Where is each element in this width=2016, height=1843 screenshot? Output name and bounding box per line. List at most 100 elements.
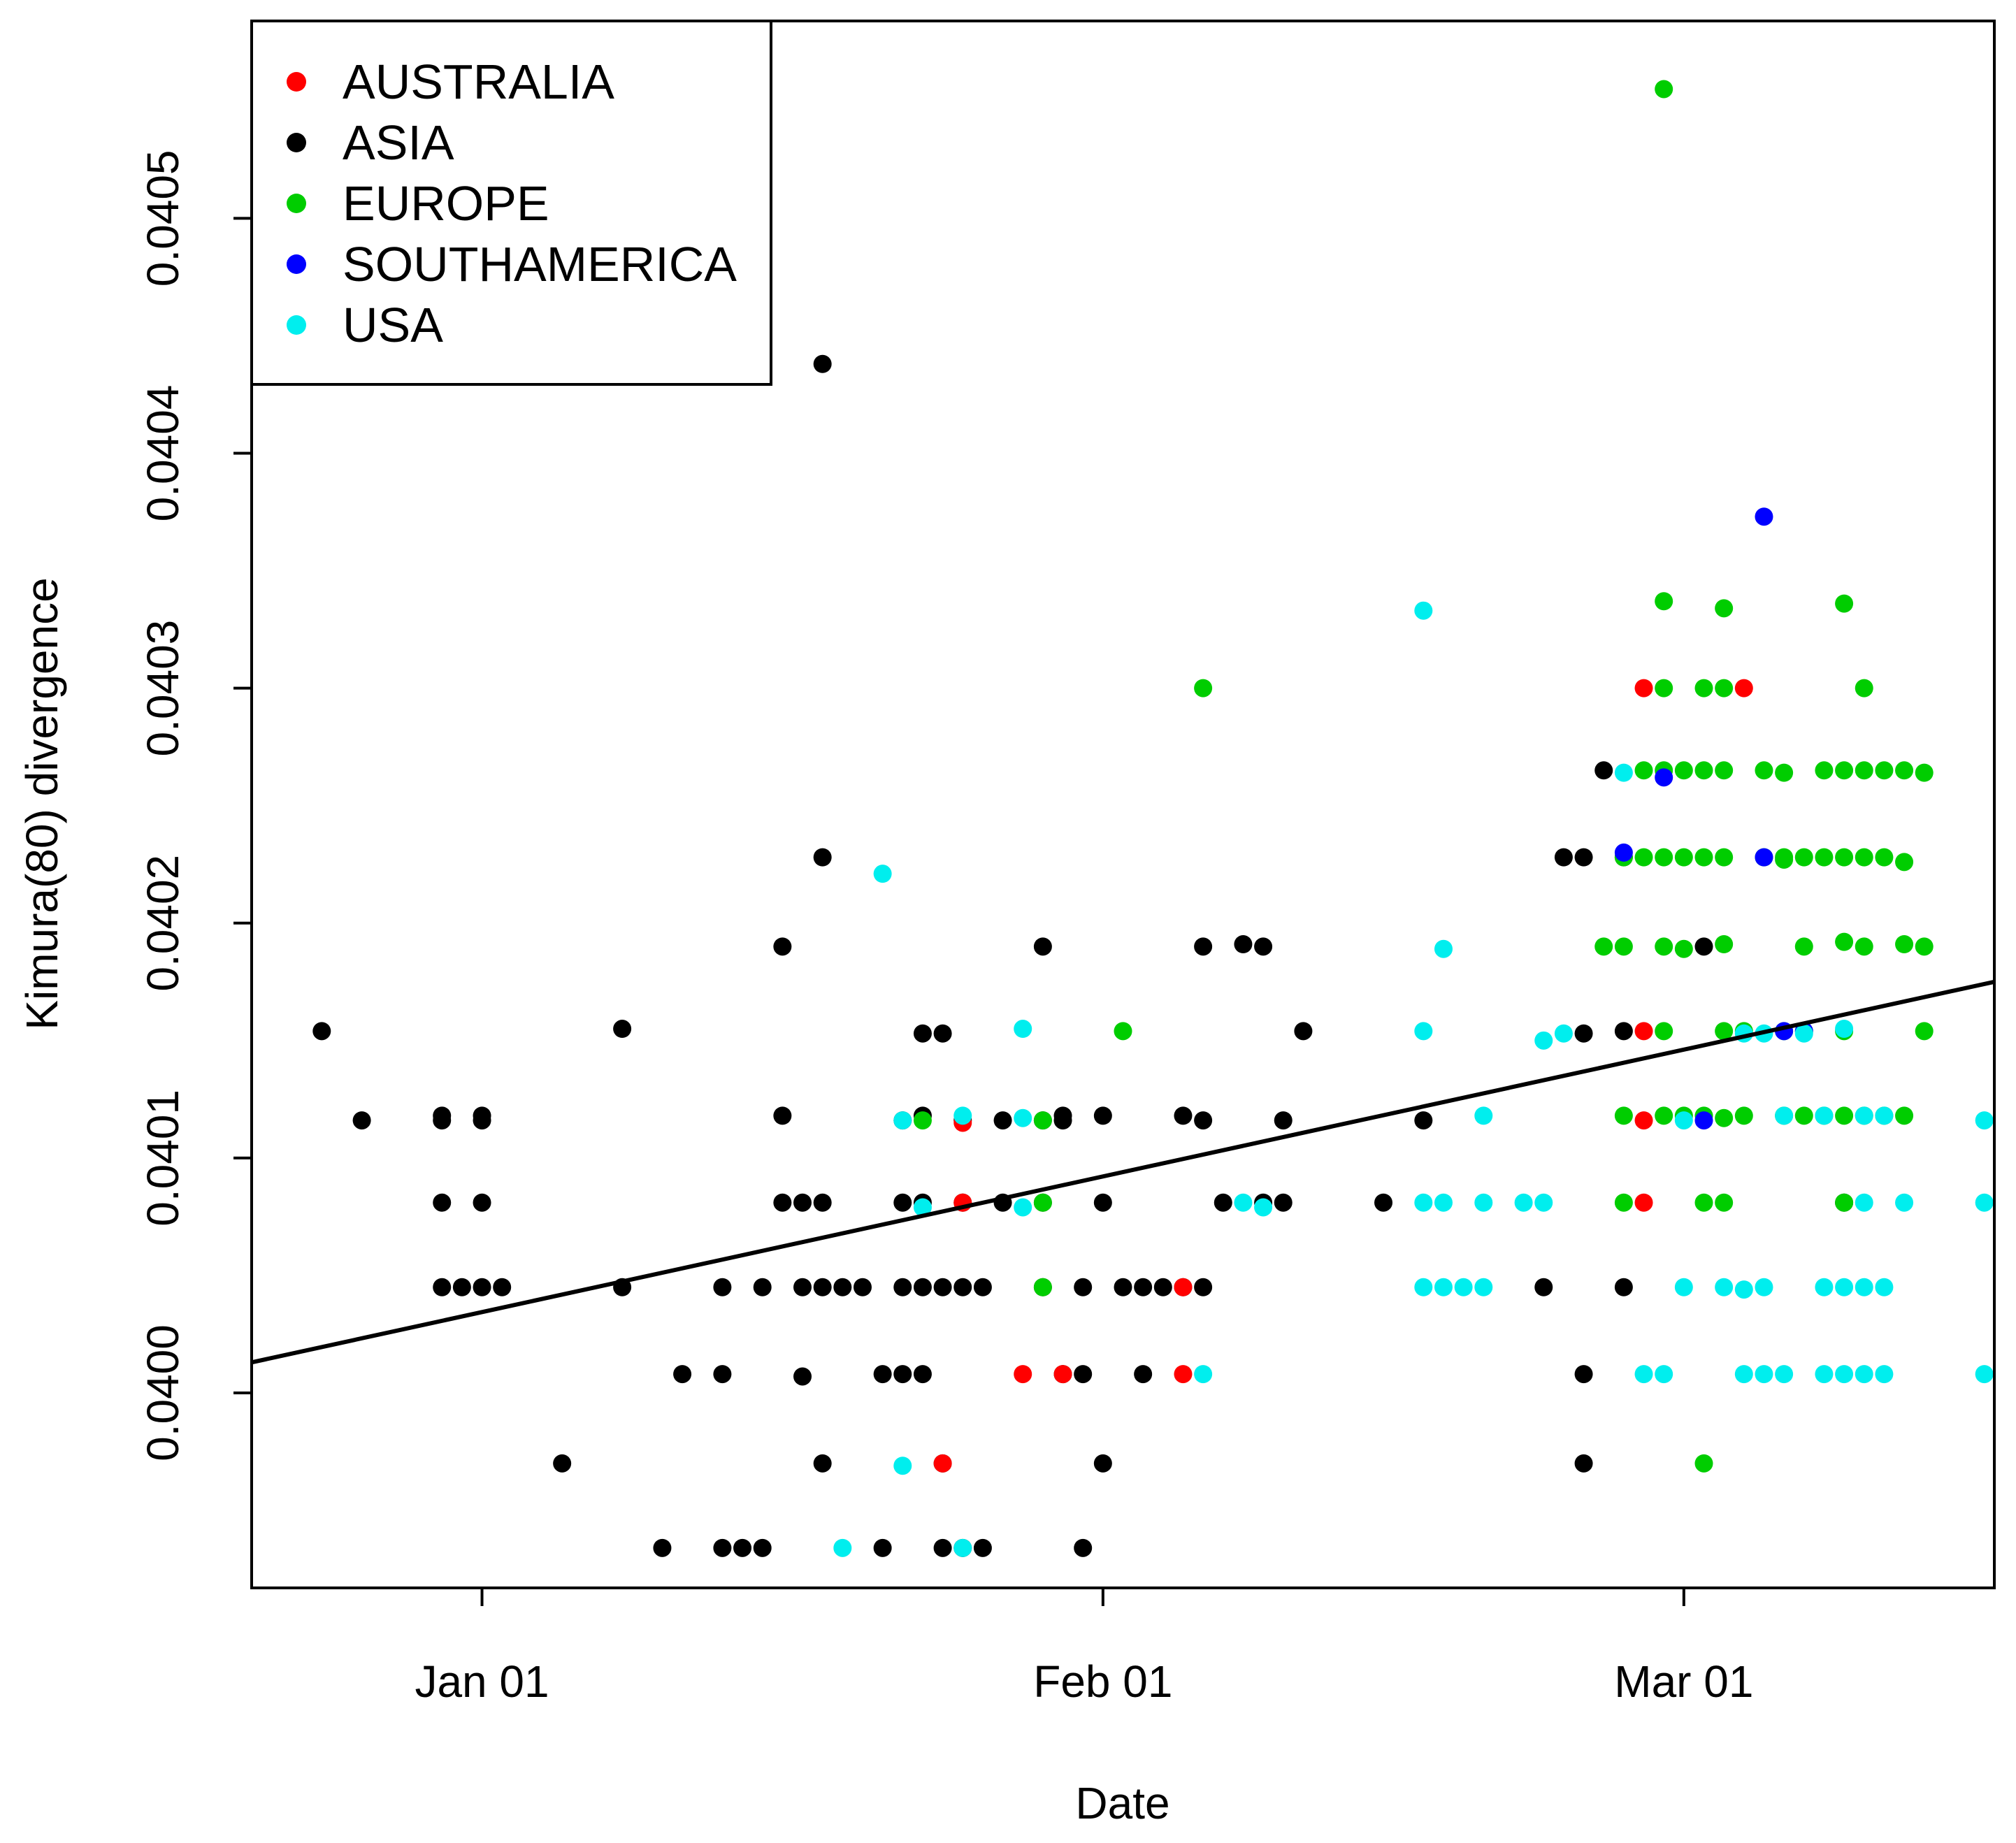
data-point [1794, 1106, 1813, 1125]
legend-box [250, 20, 772, 386]
data-point [1454, 1278, 1473, 1296]
data-point [1835, 932, 1854, 951]
data-point [1734, 1106, 1753, 1125]
data-point [1534, 1278, 1553, 1296]
data-point [1895, 934, 1914, 953]
legend-label: SOUTHAMERICA [343, 237, 737, 291]
data-point [1074, 1538, 1093, 1557]
data-point [1114, 1278, 1132, 1296]
data-point [1074, 1365, 1093, 1384]
data-point [1194, 679, 1213, 698]
data-point [1655, 1106, 1673, 1125]
data-point [1674, 1111, 1693, 1130]
data-point [1755, 1278, 1773, 1296]
data-point [1835, 848, 1854, 867]
data-point [1194, 1365, 1213, 1384]
data-point [1895, 1193, 1914, 1212]
data-points [312, 80, 1994, 1557]
data-point [1174, 1106, 1193, 1125]
data-point [1634, 848, 1653, 867]
data-point [1835, 594, 1854, 613]
data-point [1474, 1278, 1493, 1296]
data-point [1655, 1022, 1673, 1041]
data-point [1655, 592, 1673, 611]
data-point [1694, 1111, 1713, 1130]
data-point [1734, 679, 1753, 698]
data-point [1674, 848, 1693, 867]
data-point [433, 1111, 452, 1130]
data-point [1715, 1193, 1734, 1212]
data-point [1694, 848, 1713, 867]
data-point [1715, 599, 1734, 618]
x-axis-title: Date [1075, 1778, 1169, 1828]
data-point [813, 1193, 832, 1212]
y-tick-label: 0.0402 [138, 855, 188, 992]
data-point [473, 1193, 491, 1212]
data-point [1434, 1193, 1453, 1212]
data-point [713, 1278, 732, 1296]
legend-label: AUSTRALIA [343, 55, 614, 109]
data-point [1775, 763, 1794, 782]
data-point [1734, 1365, 1753, 1384]
data-point [1775, 1365, 1794, 1384]
data-point [1835, 761, 1854, 780]
data-point [913, 1278, 932, 1296]
legend-label: ASIA [343, 115, 454, 170]
data-point [1614, 843, 1633, 862]
data-point [1254, 937, 1273, 956]
data-point [953, 1278, 972, 1296]
data-point [873, 865, 892, 883]
data-point [1855, 679, 1873, 698]
data-point [1014, 1020, 1032, 1039]
data-point [1855, 1365, 1873, 1384]
data-point [1655, 937, 1673, 956]
data-point [753, 1278, 772, 1296]
data-point [793, 1193, 812, 1212]
y-tick-label: 0.0405 [138, 150, 188, 287]
data-point [1875, 1278, 1894, 1296]
data-point [933, 1024, 952, 1043]
data-point [953, 1538, 972, 1557]
y-tick-label: 0.0403 [138, 620, 188, 757]
data-point [1234, 934, 1253, 953]
data-point [1033, 937, 1052, 956]
data-point [1014, 1198, 1032, 1217]
data-point [1414, 1111, 1433, 1130]
data-point [1694, 679, 1713, 698]
data-point [973, 1278, 992, 1296]
data-point [1715, 761, 1734, 780]
data-point [1093, 1454, 1112, 1473]
data-point [1614, 763, 1633, 782]
x-tick-label: Feb 01 [1033, 1656, 1172, 1707]
data-point [1855, 1278, 1873, 1296]
data-point [1715, 1278, 1734, 1296]
data-point [1033, 1111, 1052, 1130]
data-point [1434, 1278, 1453, 1296]
data-point [673, 1365, 692, 1384]
data-point [1554, 848, 1573, 867]
data-point [1634, 1111, 1653, 1130]
data-point [873, 1365, 892, 1384]
data-point [1815, 848, 1834, 867]
data-point [1414, 1193, 1433, 1212]
data-point [1715, 1022, 1734, 1041]
data-point [1855, 848, 1873, 867]
data-point [1835, 1106, 1854, 1125]
data-point [1835, 1020, 1854, 1039]
data-point [1895, 853, 1914, 872]
data-point [1655, 80, 1673, 99]
data-point [973, 1538, 992, 1557]
data-point [1875, 1106, 1894, 1125]
data-point [1875, 761, 1894, 780]
y-tick-label: 0.0401 [138, 1090, 188, 1227]
data-point [1694, 1454, 1713, 1473]
data-point [953, 1106, 972, 1125]
data-point [1674, 939, 1693, 958]
x-axis: Jan 01 Feb 01 Mar 01 [415, 1588, 1753, 1707]
data-point [833, 1538, 852, 1557]
data-point [1174, 1278, 1193, 1296]
data-point [1554, 1024, 1573, 1043]
data-point [1194, 1111, 1213, 1130]
data-point [1614, 937, 1633, 956]
data-point [1114, 1022, 1132, 1041]
